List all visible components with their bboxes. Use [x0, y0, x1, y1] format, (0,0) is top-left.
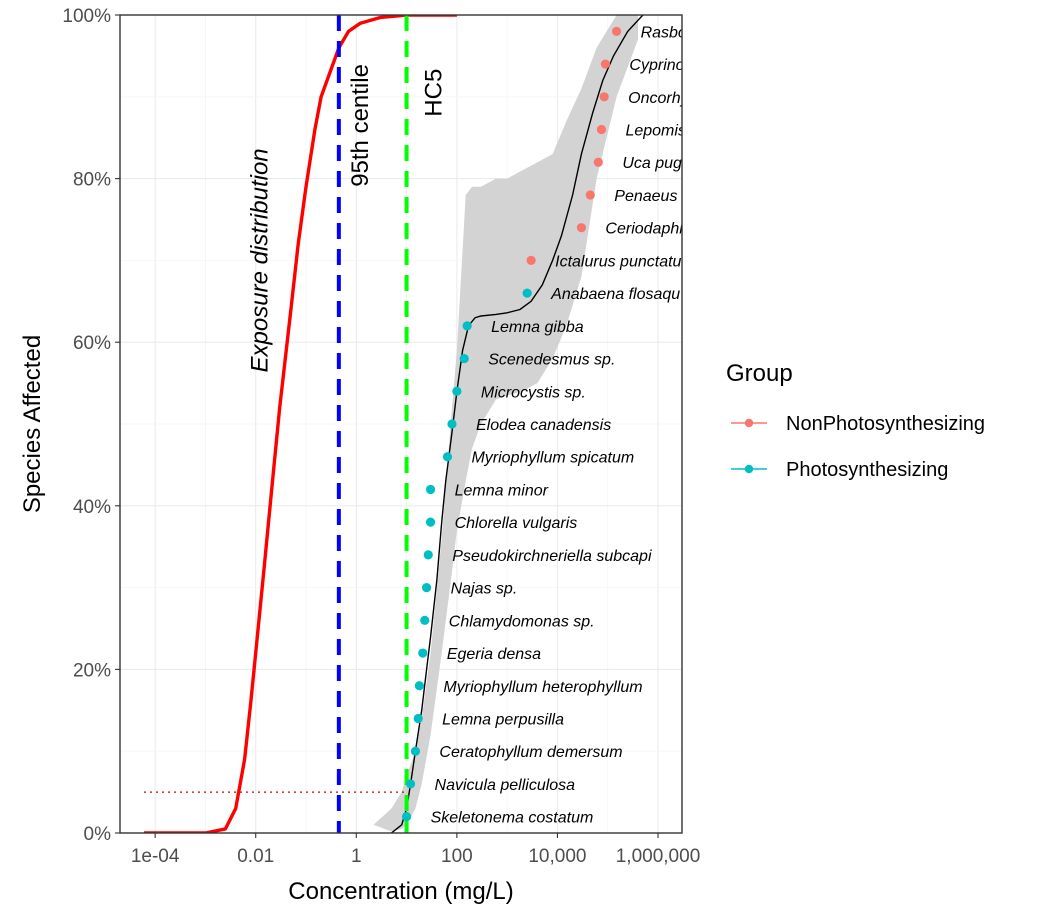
point-photosynthesizing — [423, 550, 433, 560]
plot-panel-border — [119, 14, 683, 834]
y-tick-label: 40% — [73, 497, 111, 518]
data-layer — [143, 15, 644, 833]
point-photosynthesizing — [522, 288, 532, 298]
point-photosynthesizing — [459, 353, 469, 364]
x-tick-label: 0.01 — [237, 846, 274, 867]
y-axis-title: Species Affected — [19, 335, 46, 513]
point-photosynthesizing — [425, 517, 436, 527]
point-photosynthesizing — [462, 321, 472, 331]
y-tick-label: 80% — [73, 170, 111, 191]
point-photosynthesizing — [442, 452, 453, 462]
species-label: Skeletonema costatum — [431, 810, 594, 827]
y-tick-label: 0% — [84, 824, 112, 845]
y-tick-label: 60% — [73, 333, 111, 354]
x-axis-title: Concentration (mg/L) — [288, 878, 513, 905]
species-label: Lepomis — [625, 123, 685, 140]
exposure-distribution-curve — [144, 15, 457, 833]
species-label: Pseudokirchneriella subcapi — [452, 548, 652, 565]
species-label: Najas sp. — [451, 581, 518, 598]
species-label: Lemna perpusilla — [442, 711, 564, 728]
point-nonphotosynthesizing — [599, 92, 609, 102]
legend-item-nonphotosynthesizing: NonPhotosynthesizing — [731, 413, 985, 435]
species-label: Oncorhyn — [628, 90, 697, 107]
point-nonphotosynthesizing — [611, 26, 622, 36]
species-label: Egeria densa — [447, 646, 541, 663]
y-tick-label: 100% — [62, 6, 111, 27]
legend-key-point-photosynthesizing — [744, 464, 754, 474]
x-tick-label: 1,000,000 — [616, 846, 701, 867]
species-label: Microcystis sp. — [481, 384, 586, 401]
point-photosynthesizing — [425, 484, 436, 495]
point-photosynthesizing — [421, 583, 432, 593]
x-tick-label: 10,000 — [528, 846, 586, 867]
confidence-band — [373, 15, 638, 832]
fitted-ssd-curve — [390, 15, 644, 833]
species-label: Uca pugil — [622, 155, 689, 172]
legend: Group NonPhotosynthesizing Photosynthesi… — [726, 360, 985, 481]
point-nonphotosynthesizing — [585, 190, 595, 200]
point-photosynthesizing — [410, 746, 421, 756]
point-nonphotosynthesizing — [576, 223, 587, 233]
point-nonphotosynthesizing — [526, 255, 536, 265]
species-label: Navicula pelliculosa — [435, 777, 576, 794]
species-labels: Rasbora Cyprinod Oncorhyn Lepomis Uca pugil P… — [431, 24, 702, 827]
hc5-label: HC5 — [421, 69, 448, 117]
species-label: Rasbora — [641, 24, 702, 41]
species-label: Ceratophyllum demersum — [439, 744, 622, 761]
point-nonphotosynthesizing — [593, 157, 603, 167]
x-tick-label: 1e-04 — [131, 846, 180, 867]
legend-key-point-nonphotosynthesizing — [744, 418, 754, 428]
species-label: Lemna minor — [455, 482, 549, 499]
point-photosynthesizing — [413, 713, 423, 724]
point-photosynthesizing — [420, 615, 430, 625]
x-tick-label: 100 — [441, 846, 473, 867]
point-photosynthesizing — [401, 812, 412, 822]
legend-label-photosynthesizing: Photosynthesizing — [786, 459, 948, 481]
species-label: Lemna gibba — [491, 319, 584, 336]
y-tick-label: 20% — [73, 660, 111, 681]
species-label: Chlamydomonas sp. — [449, 613, 595, 630]
point-photosynthesizing — [405, 779, 416, 789]
annotations: Exposure distribution 95th centile HC5 — [247, 64, 448, 372]
point-photosynthesizing — [452, 386, 462, 396]
point-photosynthesizing — [418, 648, 428, 658]
point-photosynthesizing — [414, 681, 425, 691]
species-label: Scenedesmus sp. — [488, 352, 615, 369]
species-label: Myriophyllum spicatum — [471, 450, 634, 467]
x-tick-label: 1 — [351, 846, 362, 867]
species-label: Anabaena flosaqu — [550, 286, 680, 303]
species-label: Ceriodaphn — [605, 221, 688, 238]
species-label: Cyprinod — [629, 57, 694, 74]
axes: 1e-04 0.01 1 100 10,000 1,000,000 0% 20% 40% 60% 8… — [62, 6, 700, 867]
point-nonphotosynthesizing — [600, 59, 611, 69]
legend-label-nonphotosynthesizing: NonPhotosynthesizing — [786, 413, 985, 435]
legend-title: Group — [726, 360, 793, 387]
species-label: Myriophyllum heterophyllum — [443, 679, 642, 696]
species-label: Ictalurus punctatu — [555, 253, 681, 270]
point-nonphotosynthesizing — [596, 124, 607, 135]
centile-95-label: 95th centile — [347, 64, 374, 187]
species-label: Chlorella vulgaris — [455, 515, 578, 532]
exposure-distribution-label: Exposure distribution — [247, 148, 274, 372]
legend-item-photosynthesizing: Photosynthesizing — [731, 459, 948, 481]
species-label: Elodea canadensis — [476, 417, 611, 434]
species-label: Penaeus d — [614, 188, 692, 205]
point-photosynthesizing — [447, 419, 457, 429]
